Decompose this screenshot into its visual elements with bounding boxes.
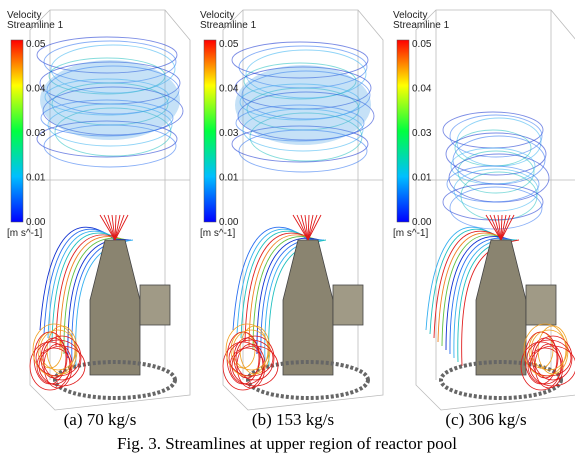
legend-subtitle: Streamline 1 — [393, 20, 450, 31]
panel: VelocityStreamline 10.050.040.030.010.00… — [7, 10, 190, 429]
reactor — [476, 240, 526, 375]
streamline — [461, 172, 537, 220]
colorbar — [204, 40, 216, 222]
colorbar-tick-label: 0.03 — [412, 128, 432, 139]
swirl-body — [235, 65, 371, 145]
colorbar-tick-label: 0.03 — [26, 128, 46, 139]
figure-caption: Fig. 3. Streamlines at upper region of r… — [117, 434, 457, 453]
colorbar-tick-label: 0.01 — [26, 173, 46, 184]
reactor-box — [140, 285, 170, 325]
colorbar-tick-label: 0.04 — [412, 84, 432, 95]
streamline-red — [308, 215, 321, 240]
reactor — [283, 240, 333, 375]
streamline-red — [237, 344, 265, 388]
colorbar-tick-label: 0.04 — [26, 84, 46, 95]
colorbar-unit: [m s^-1] — [393, 228, 428, 239]
legend-subtitle: Streamline 1 — [7, 20, 64, 31]
colorbar — [11, 40, 23, 222]
colorbar-tick-label: 0.05 — [412, 39, 432, 50]
colorbar-tick-label: 0.03 — [219, 128, 239, 139]
panel-caption: (a) 70 kg/s — [64, 410, 137, 429]
streamline-red — [44, 344, 72, 388]
legend-subtitle: Streamline 1 — [200, 20, 257, 31]
colorbar-tick-label: 0.00 — [412, 217, 432, 228]
reactor-box — [333, 285, 363, 325]
streamline-red — [115, 215, 128, 240]
figure: Fig. 3. Streamlines at upper region of r… — [0, 0, 575, 466]
colorbar — [397, 40, 409, 222]
colorbar-tick-label: 0.05 — [26, 39, 46, 50]
colorbar-unit: [m s^-1] — [7, 228, 42, 239]
colorbar-tick-label: 0.05 — [219, 39, 239, 50]
reactor-box — [526, 285, 556, 325]
swirl-body — [40, 60, 180, 140]
colorbar-tick-label: 0.00 — [219, 217, 239, 228]
colorbar-tick-label: 0.01 — [219, 173, 239, 184]
colorbar-tick-label: 0.00 — [26, 217, 46, 228]
colorbar-tick-label: 0.01 — [412, 173, 432, 184]
colorbar-unit: [m s^-1] — [200, 228, 235, 239]
reactor — [90, 240, 140, 375]
panel-caption: (c) 306 kg/s — [445, 410, 526, 429]
colorbar-tick-label: 0.04 — [219, 84, 239, 95]
streamline — [449, 154, 549, 202]
panel-caption: (b) 153 kg/s — [252, 410, 334, 429]
